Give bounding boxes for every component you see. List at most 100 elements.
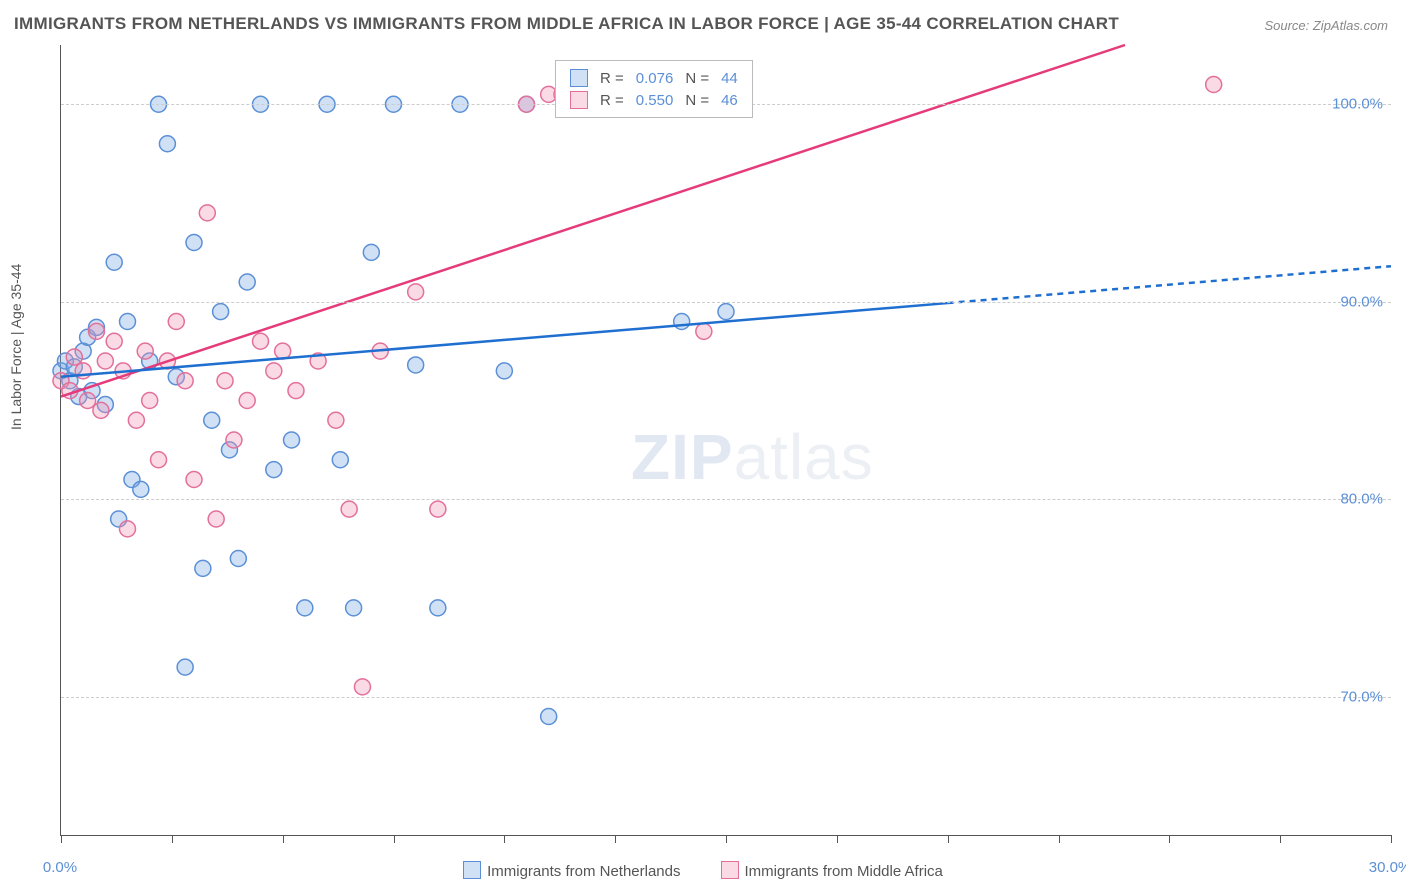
x-tick (283, 835, 284, 843)
legend-swatch (721, 861, 739, 879)
scatter-point (137, 343, 153, 359)
scatter-point (239, 393, 255, 409)
legend-item: Immigrants from Middle Africa (721, 861, 943, 880)
legend-item: Immigrants from Netherlands (463, 861, 680, 880)
scatter-point (80, 393, 96, 409)
scatter-point (1206, 77, 1222, 93)
y-axis-label: In Labor Force | Age 35-44 (8, 264, 24, 430)
scatter-point (696, 323, 712, 339)
source-label: Source: ZipAtlas.com (1264, 18, 1388, 33)
legend-swatch (570, 69, 588, 87)
n-value: 46 (721, 92, 738, 109)
x-tick (1059, 835, 1060, 843)
x-tick (1280, 835, 1281, 843)
scatter-point (217, 373, 233, 389)
scatter-point (159, 136, 175, 152)
scatter-point (284, 432, 300, 448)
scatter-point (177, 659, 193, 675)
scatter-point (430, 600, 446, 616)
scatter-point (186, 235, 202, 251)
scatter-point (151, 452, 167, 468)
stats-legend-box: R = 0.076 N = 44 R = 0.550 N = 46 (555, 60, 753, 118)
r-label: R = (600, 92, 624, 109)
x-tick (948, 835, 949, 843)
scatter-point (346, 600, 362, 616)
scatter-point (541, 709, 557, 725)
legend-label: Immigrants from Netherlands (487, 863, 680, 880)
chart-title: IMMIGRANTS FROM NETHERLANDS VS IMMIGRANT… (14, 14, 1119, 34)
x-tick (726, 835, 727, 843)
scatter-point (430, 501, 446, 517)
x-tick (172, 835, 173, 843)
scatter-point (199, 205, 215, 221)
gridline-h (61, 499, 1391, 500)
scatter-point (496, 363, 512, 379)
scatter-point (253, 333, 269, 349)
scatter-point (354, 679, 370, 695)
scatter-point (226, 432, 242, 448)
n-value: 44 (721, 70, 738, 87)
scatter-point (142, 393, 158, 409)
scatter-point (341, 501, 357, 517)
n-label: N = (685, 70, 709, 87)
scatter-point (120, 314, 136, 330)
scatter-point (239, 274, 255, 290)
plot-area: ZIPatlas 70.0%80.0%90.0%100.0% (60, 45, 1391, 836)
scatter-point (168, 314, 184, 330)
scatter-point (328, 412, 344, 428)
chart-svg (61, 45, 1391, 835)
scatter-point (120, 521, 136, 537)
y-tick-label: 100.0% (1332, 96, 1383, 113)
scatter-point (208, 511, 224, 527)
trend-line-netherlands-dashed (948, 266, 1391, 303)
x-tick (1169, 835, 1170, 843)
scatter-point (297, 600, 313, 616)
r-label: R = (600, 70, 624, 87)
scatter-point (266, 363, 282, 379)
scatter-point (288, 383, 304, 399)
scatter-point (674, 314, 690, 330)
x-tick-label: 30.0% (1369, 859, 1406, 876)
scatter-point (718, 304, 734, 320)
scatter-point (204, 412, 220, 428)
stats-row: R = 0.550 N = 46 (570, 89, 738, 111)
legend-swatch (463, 861, 481, 879)
scatter-point (106, 333, 122, 349)
scatter-point (363, 244, 379, 260)
scatter-point (408, 357, 424, 373)
x-tick (61, 835, 62, 843)
scatter-point (213, 304, 229, 320)
scatter-point (186, 472, 202, 488)
x-tick (1391, 835, 1392, 843)
y-tick-label: 90.0% (1340, 293, 1383, 310)
x-tick (504, 835, 505, 843)
gridline-h (61, 302, 1391, 303)
scatter-point (332, 452, 348, 468)
scatter-point (408, 284, 424, 300)
scatter-point (133, 481, 149, 497)
legend-label: Immigrants from Middle Africa (745, 863, 943, 880)
gridline-h (61, 697, 1391, 698)
bottom-legend: Immigrants from Netherlands Immigrants fr… (0, 861, 1406, 880)
x-tick (615, 835, 616, 843)
stats-row: R = 0.076 N = 44 (570, 67, 738, 89)
n-label: N = (685, 92, 709, 109)
scatter-point (93, 402, 109, 418)
scatter-point (195, 560, 211, 576)
scatter-point (97, 353, 113, 369)
scatter-point (177, 373, 193, 389)
x-tick (837, 835, 838, 843)
r-value: 0.076 (636, 70, 674, 87)
scatter-point (128, 412, 144, 428)
y-tick-label: 70.0% (1340, 688, 1383, 705)
r-value: 0.550 (636, 92, 674, 109)
scatter-point (66, 349, 82, 365)
y-tick-label: 80.0% (1340, 491, 1383, 508)
x-tick-label: 0.0% (43, 859, 77, 876)
x-tick (394, 835, 395, 843)
scatter-point (266, 462, 282, 478)
scatter-point (106, 254, 122, 270)
scatter-point (88, 323, 104, 339)
legend-swatch (570, 91, 588, 109)
scatter-point (230, 551, 246, 567)
